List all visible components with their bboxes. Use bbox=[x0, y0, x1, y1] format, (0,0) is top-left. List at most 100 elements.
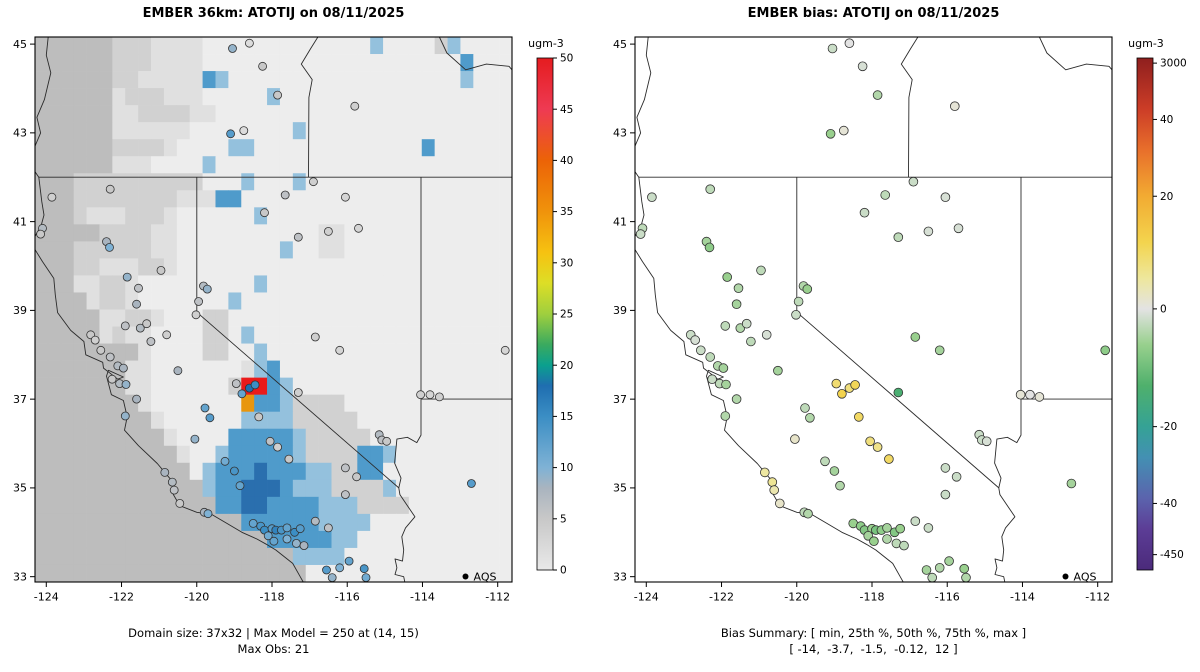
y-tick-label: 37 bbox=[13, 393, 27, 406]
station-marker bbox=[500, 345, 510, 355]
station-marker bbox=[908, 176, 919, 187]
station-marker bbox=[258, 61, 268, 71]
station-marker bbox=[790, 434, 800, 444]
x-tick-label: -118 bbox=[260, 591, 285, 604]
station-marker bbox=[704, 242, 715, 253]
station-marker bbox=[800, 403, 810, 413]
station-marker bbox=[825, 129, 836, 139]
colorbar: ugm-3 -450 -40 -20 0 20 40 3000 bbox=[1128, 37, 1187, 571]
colorbar-tick-label: 50 bbox=[560, 53, 573, 65]
x-tick-label: -124 bbox=[34, 591, 59, 604]
y-tick-label: 33 bbox=[613, 570, 627, 583]
colorbar-title: ugm-3 bbox=[528, 37, 564, 50]
station-marker bbox=[773, 365, 783, 376]
station-marker bbox=[203, 509, 213, 519]
colorbar-tick-label: 0 bbox=[560, 565, 567, 577]
station-marker bbox=[803, 508, 813, 519]
station-marker bbox=[720, 321, 731, 331]
station-marker bbox=[36, 229, 45, 239]
aqs-legend-label: AQS bbox=[474, 571, 497, 584]
station-marker bbox=[175, 498, 185, 508]
outline-ca_az bbox=[994, 487, 1016, 582]
colorbar-tick-label: -20 bbox=[1160, 421, 1177, 433]
station-markers bbox=[635, 38, 1111, 582]
station-marker bbox=[122, 272, 132, 282]
colorbar-tick-label: 30 bbox=[560, 257, 573, 269]
station-marker bbox=[1100, 345, 1111, 356]
station-marker bbox=[105, 352, 115, 362]
station-marker bbox=[146, 337, 156, 346]
station-marker bbox=[142, 319, 152, 329]
station-marker bbox=[295, 524, 305, 534]
x-axis: -124 -122 -120 -118 -116 -114 -112 bbox=[34, 582, 510, 604]
colorbar-tick-label: 15 bbox=[560, 411, 573, 423]
station-marker bbox=[635, 229, 646, 239]
station-markers bbox=[36, 38, 510, 582]
station-marker bbox=[229, 466, 239, 476]
station-marker bbox=[310, 332, 320, 342]
station-marker bbox=[340, 490, 350, 500]
colorbar-tick-label: 40 bbox=[1160, 114, 1173, 126]
colorbar-ramp bbox=[1136, 57, 1154, 571]
station-marker bbox=[162, 330, 172, 340]
outline-mt_id bbox=[438, 37, 512, 71]
station-marker bbox=[1025, 389, 1035, 400]
outline-ca_az bbox=[394, 487, 416, 582]
station-marker bbox=[775, 498, 785, 509]
station-marker bbox=[733, 283, 744, 294]
colorbar-tick-label: 25 bbox=[560, 309, 573, 321]
station-marker bbox=[705, 352, 715, 362]
station-marker bbox=[923, 226, 934, 237]
model-caption-maxobs: Max Obs: 21 bbox=[237, 642, 310, 656]
station-marker bbox=[859, 207, 870, 218]
y-tick-label: 41 bbox=[13, 215, 27, 228]
station-marker bbox=[107, 374, 117, 384]
outline-coast bbox=[635, 37, 904, 582]
x-tick-label: -116 bbox=[335, 591, 360, 604]
station-marker bbox=[857, 61, 868, 72]
station-marker bbox=[1066, 478, 1077, 489]
station-marker bbox=[416, 390, 426, 400]
colorbar: ugm-3 0 5 10 15 20 25 30 35 40 45 50 bbox=[528, 37, 573, 577]
station-marker bbox=[120, 411, 130, 421]
y-tick-label: 45 bbox=[613, 38, 627, 51]
station-marker bbox=[47, 192, 57, 202]
station-marker bbox=[961, 572, 971, 582]
colorbar-tick-label: 45 bbox=[560, 104, 573, 116]
station-marker bbox=[120, 321, 130, 331]
station-marker bbox=[323, 523, 333, 533]
station-marker bbox=[827, 43, 838, 54]
bias-caption-summary-values: [ -14, -3.7, -1.5, -0.12, 12 ] bbox=[789, 642, 958, 656]
aqs-legend-dot bbox=[462, 573, 469, 580]
station-marker bbox=[466, 479, 476, 488]
station-marker bbox=[260, 208, 269, 218]
station-marker bbox=[132, 299, 142, 309]
station-marker bbox=[327, 573, 337, 582]
colorbar-title: ugm-3 bbox=[1128, 37, 1164, 50]
station-marker bbox=[350, 101, 360, 111]
station-marker bbox=[250, 380, 260, 390]
outline-or_id bbox=[300, 37, 319, 178]
bias-plot-area bbox=[635, 37, 1112, 582]
raster-grid bbox=[35, 37, 512, 582]
station-marker bbox=[354, 223, 363, 233]
station-marker bbox=[802, 284, 813, 294]
station-marker bbox=[226, 129, 236, 139]
station-marker bbox=[361, 573, 371, 582]
station-marker bbox=[722, 272, 732, 282]
station-marker bbox=[872, 90, 883, 100]
station-marker bbox=[105, 242, 114, 252]
station-marker bbox=[921, 565, 932, 575]
station-marker bbox=[835, 480, 845, 491]
station-marker bbox=[934, 345, 945, 356]
station-marker bbox=[205, 413, 215, 423]
outline-ca_nv bbox=[796, 177, 1000, 489]
outline-nv_az bbox=[994, 399, 1022, 488]
station-marker bbox=[310, 516, 320, 526]
station-marker bbox=[951, 471, 962, 482]
y-tick-label: 37 bbox=[613, 393, 627, 406]
station-marker bbox=[382, 436, 392, 446]
station-marker bbox=[228, 44, 237, 53]
station-marker bbox=[359, 564, 369, 574]
